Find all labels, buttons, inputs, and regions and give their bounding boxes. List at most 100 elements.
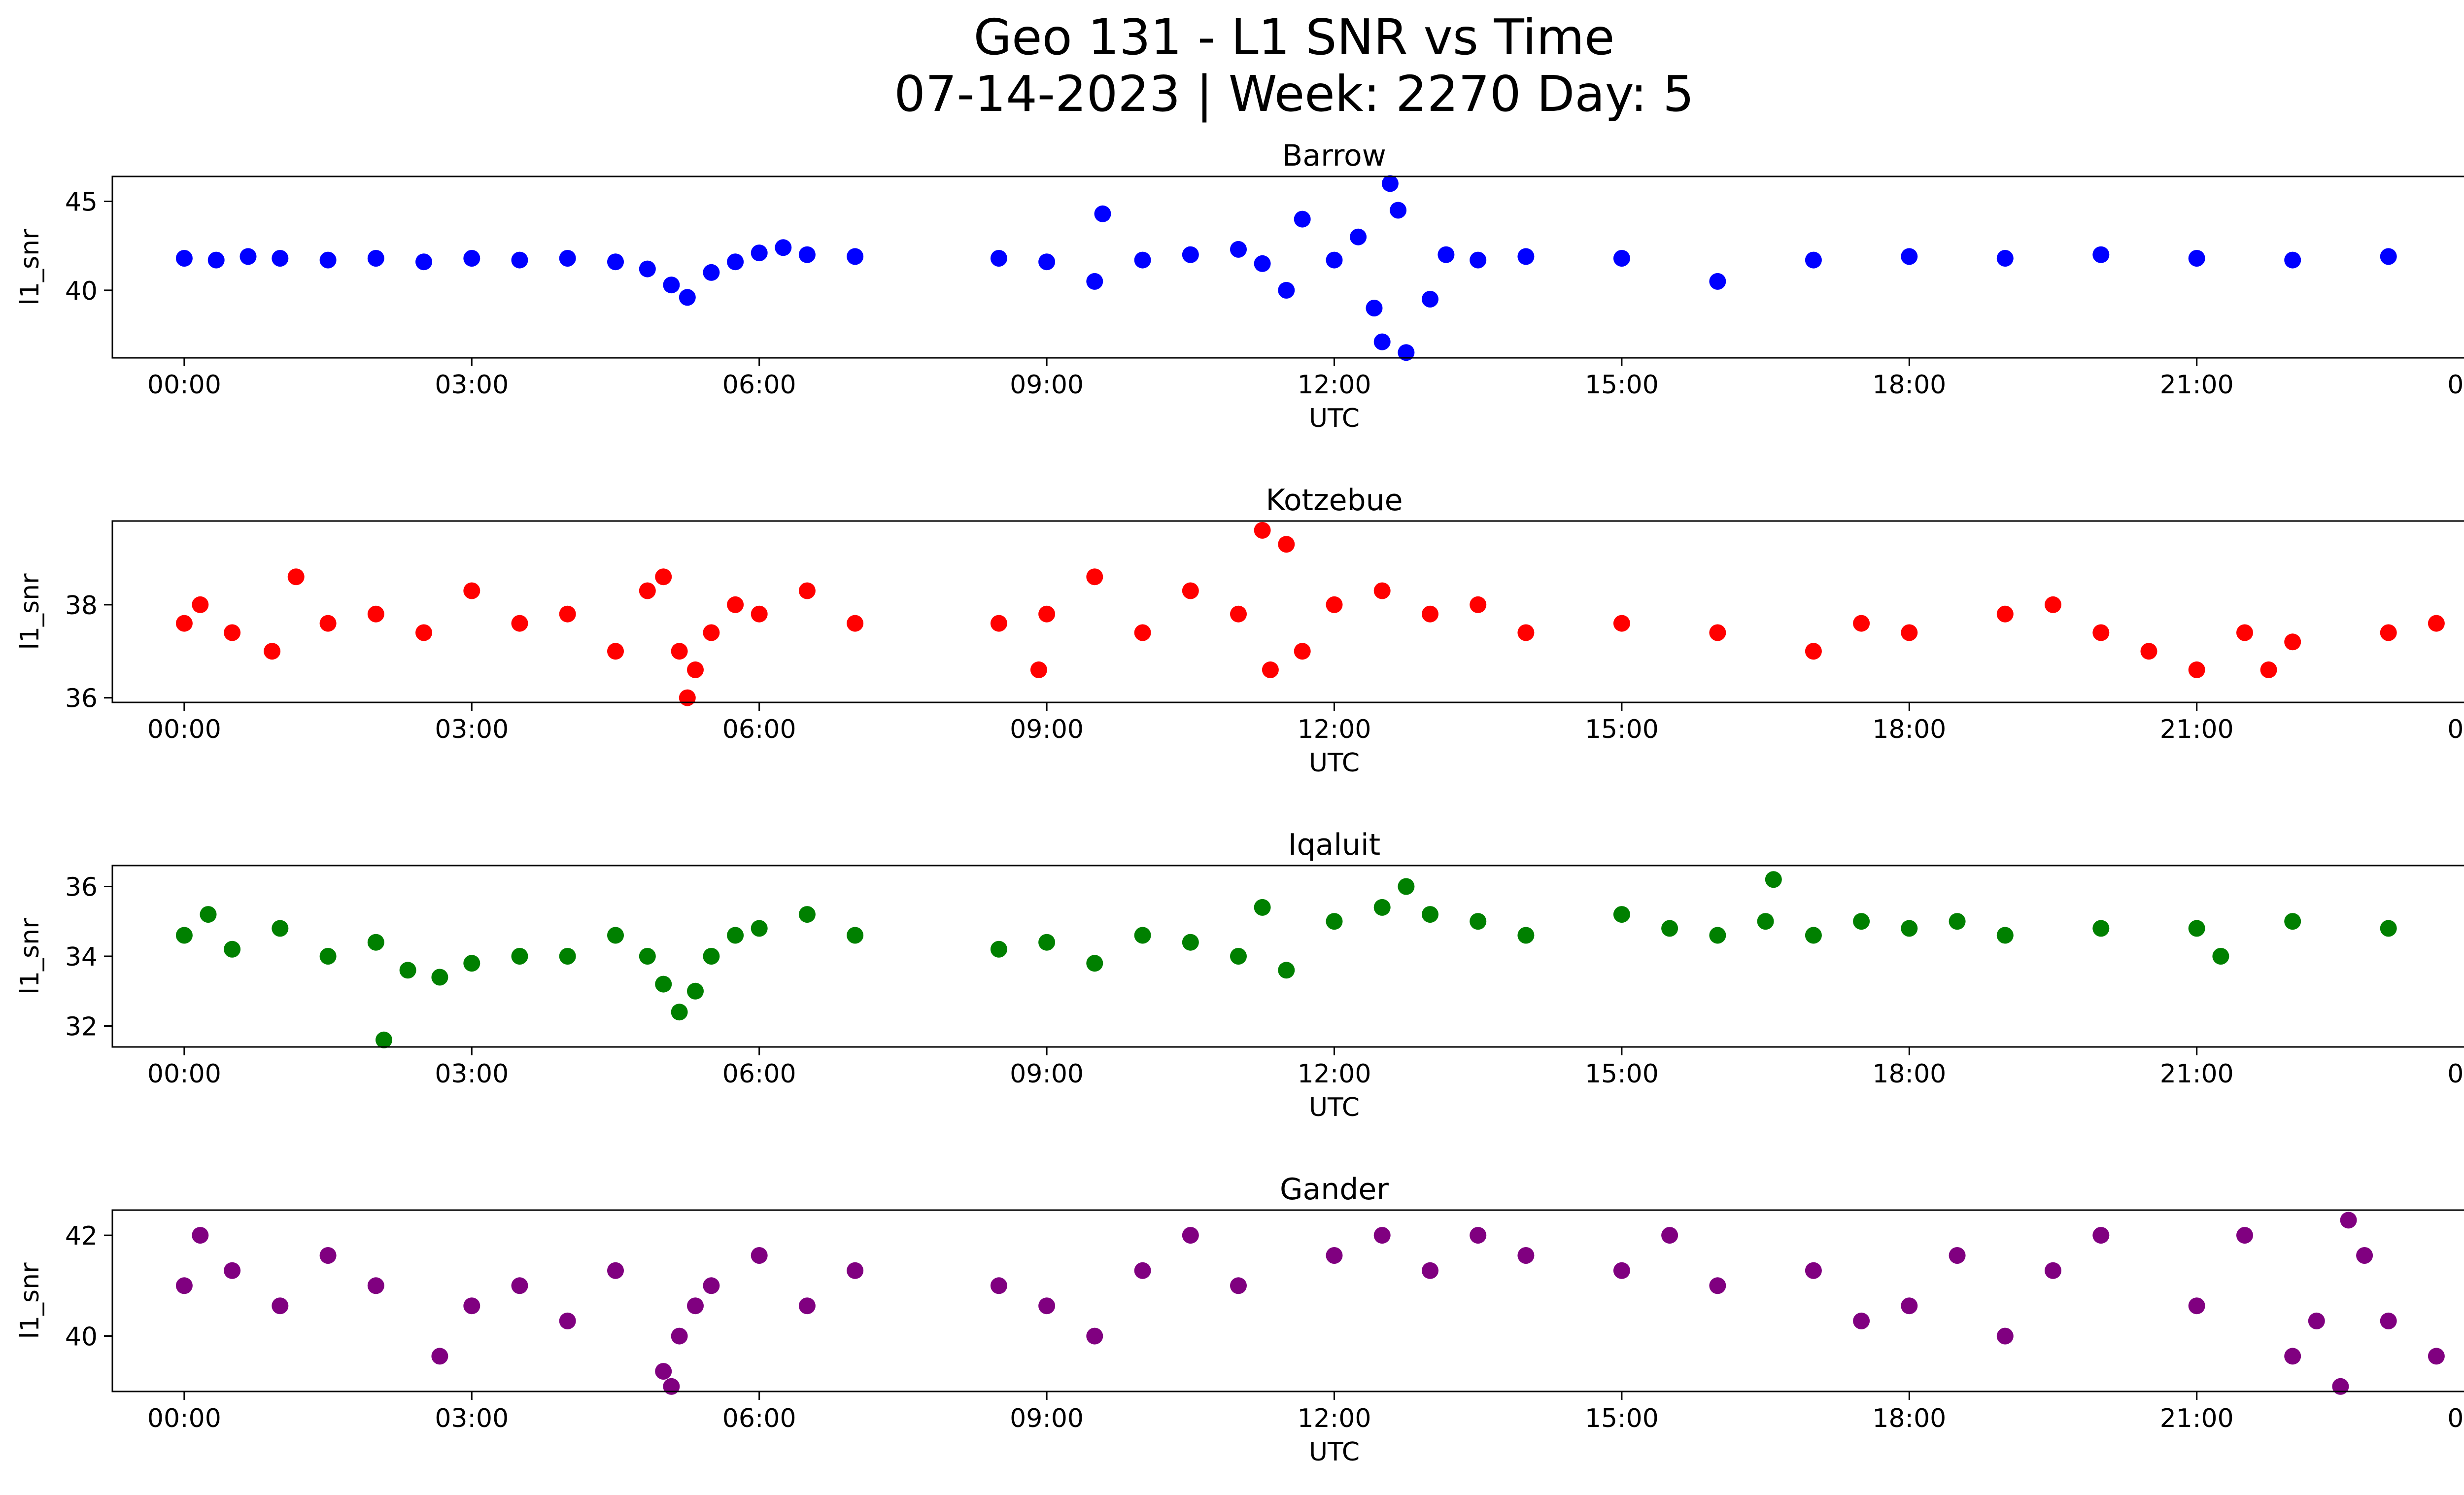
data-point — [1470, 913, 1487, 930]
data-point — [1086, 955, 1103, 972]
data-point — [319, 948, 337, 965]
data-point — [1709, 927, 1726, 944]
x-tick-label: 21:00 — [2160, 370, 2234, 400]
y-tick-label: 32 — [65, 1012, 98, 1042]
x-axis-label: UTC — [1309, 1093, 1360, 1122]
x-tick-label: 00:00 — [2447, 1404, 2464, 1433]
x-tick-label: 18:00 — [1872, 370, 1946, 400]
data-point — [272, 1297, 289, 1315]
data-point — [559, 605, 576, 623]
data-point — [2284, 913, 2301, 930]
data-point — [559, 1312, 576, 1329]
x-tick-label: 00:00 — [2447, 715, 2464, 744]
x-tick-label: 00:00 — [147, 715, 221, 744]
data-point — [240, 248, 257, 265]
x-tick-label: 00:00 — [147, 1059, 221, 1089]
data-point — [687, 982, 704, 1000]
x-tick-label: 18:00 — [1872, 715, 1946, 744]
data-point — [1182, 1227, 1199, 1244]
data-point — [2236, 624, 2253, 641]
data-point — [175, 615, 193, 632]
data-point — [798, 1297, 816, 1315]
y-tick-label: 42 — [65, 1221, 98, 1251]
data-point — [679, 289, 696, 306]
y-axis-label: l1_snr — [15, 918, 45, 995]
data-point — [2284, 1348, 2301, 1365]
data-point — [2260, 661, 2277, 678]
data-point — [2380, 920, 2397, 937]
data-point — [1381, 175, 1399, 192]
panel-barrow: Barrow 00:00 03:00 06:00 09:00 12:00 15:00 18:0… — [15, 139, 2464, 433]
data-point — [2092, 920, 2110, 937]
data-point — [1278, 536, 1295, 553]
data-point — [639, 582, 656, 599]
data-point — [264, 643, 281, 660]
data-point — [847, 615, 864, 632]
data-point — [1326, 913, 1343, 930]
data-point — [2140, 643, 2157, 660]
data-point — [1996, 1327, 2014, 1345]
data-point — [287, 568, 305, 586]
panel-title-gander: Gander — [1280, 1172, 1389, 1207]
data-point — [200, 906, 217, 923]
data-point — [990, 940, 1007, 958]
data-point — [798, 246, 816, 263]
data-points-barrow — [175, 175, 2397, 361]
data-point — [192, 596, 209, 613]
data-point — [607, 643, 624, 660]
data-point — [1373, 1227, 1391, 1244]
data-point — [2340, 1212, 2357, 1229]
data-point — [990, 1277, 1007, 1294]
data-point — [751, 920, 768, 937]
data-point — [2188, 250, 2205, 267]
panel-title-kotzebue: Kotzebue — [1266, 483, 1403, 518]
data-point — [1278, 962, 1295, 979]
x-tick-label: 03:00 — [435, 1059, 509, 1089]
data-point — [1996, 927, 2014, 944]
data-point — [655, 1363, 672, 1380]
data-point — [687, 661, 704, 678]
data-point — [655, 568, 672, 586]
data-point — [2380, 1312, 2397, 1329]
y-tick-label: 45 — [65, 188, 98, 217]
data-point — [671, 643, 688, 660]
data-point — [272, 250, 289, 267]
data-point — [559, 948, 576, 965]
data-point — [1517, 248, 1535, 265]
data-point — [2284, 633, 2301, 651]
data-point — [1373, 333, 1391, 350]
data-point — [671, 1327, 688, 1345]
data-point — [1182, 246, 1199, 263]
data-point — [463, 1297, 480, 1315]
y-tick-label: 34 — [65, 942, 98, 972]
data-point — [511, 615, 528, 632]
data-point — [1709, 273, 1726, 290]
data-point — [175, 250, 193, 267]
data-point — [1661, 1227, 1678, 1244]
data-point — [319, 251, 337, 269]
data-point — [751, 244, 768, 262]
data-point — [2236, 1227, 2253, 1244]
data-point — [2045, 596, 2061, 613]
data-point — [2092, 624, 2110, 641]
x-tick-label: 12:00 — [1298, 715, 1371, 744]
data-point — [1254, 255, 1271, 272]
data-point — [1373, 899, 1391, 916]
data-point — [1805, 643, 1822, 660]
data-point — [1134, 927, 1151, 944]
data-point — [1853, 615, 1870, 632]
data-point — [798, 582, 816, 599]
data-point — [367, 1277, 384, 1294]
data-point — [367, 250, 384, 267]
data-point — [2284, 251, 2301, 269]
data-point — [639, 948, 656, 965]
data-point — [1230, 1277, 1247, 1294]
x-tick-label: 15:00 — [1585, 370, 1659, 400]
data-point — [751, 605, 768, 623]
data-point — [1517, 624, 1535, 641]
data-point — [1901, 920, 1918, 937]
data-point — [1278, 281, 1295, 299]
figure-title-line-1: Geo 131 - L1 SNR vs Time — [974, 8, 1615, 66]
x-tick-label: 03:00 — [435, 370, 509, 400]
data-point — [2356, 1247, 2373, 1264]
